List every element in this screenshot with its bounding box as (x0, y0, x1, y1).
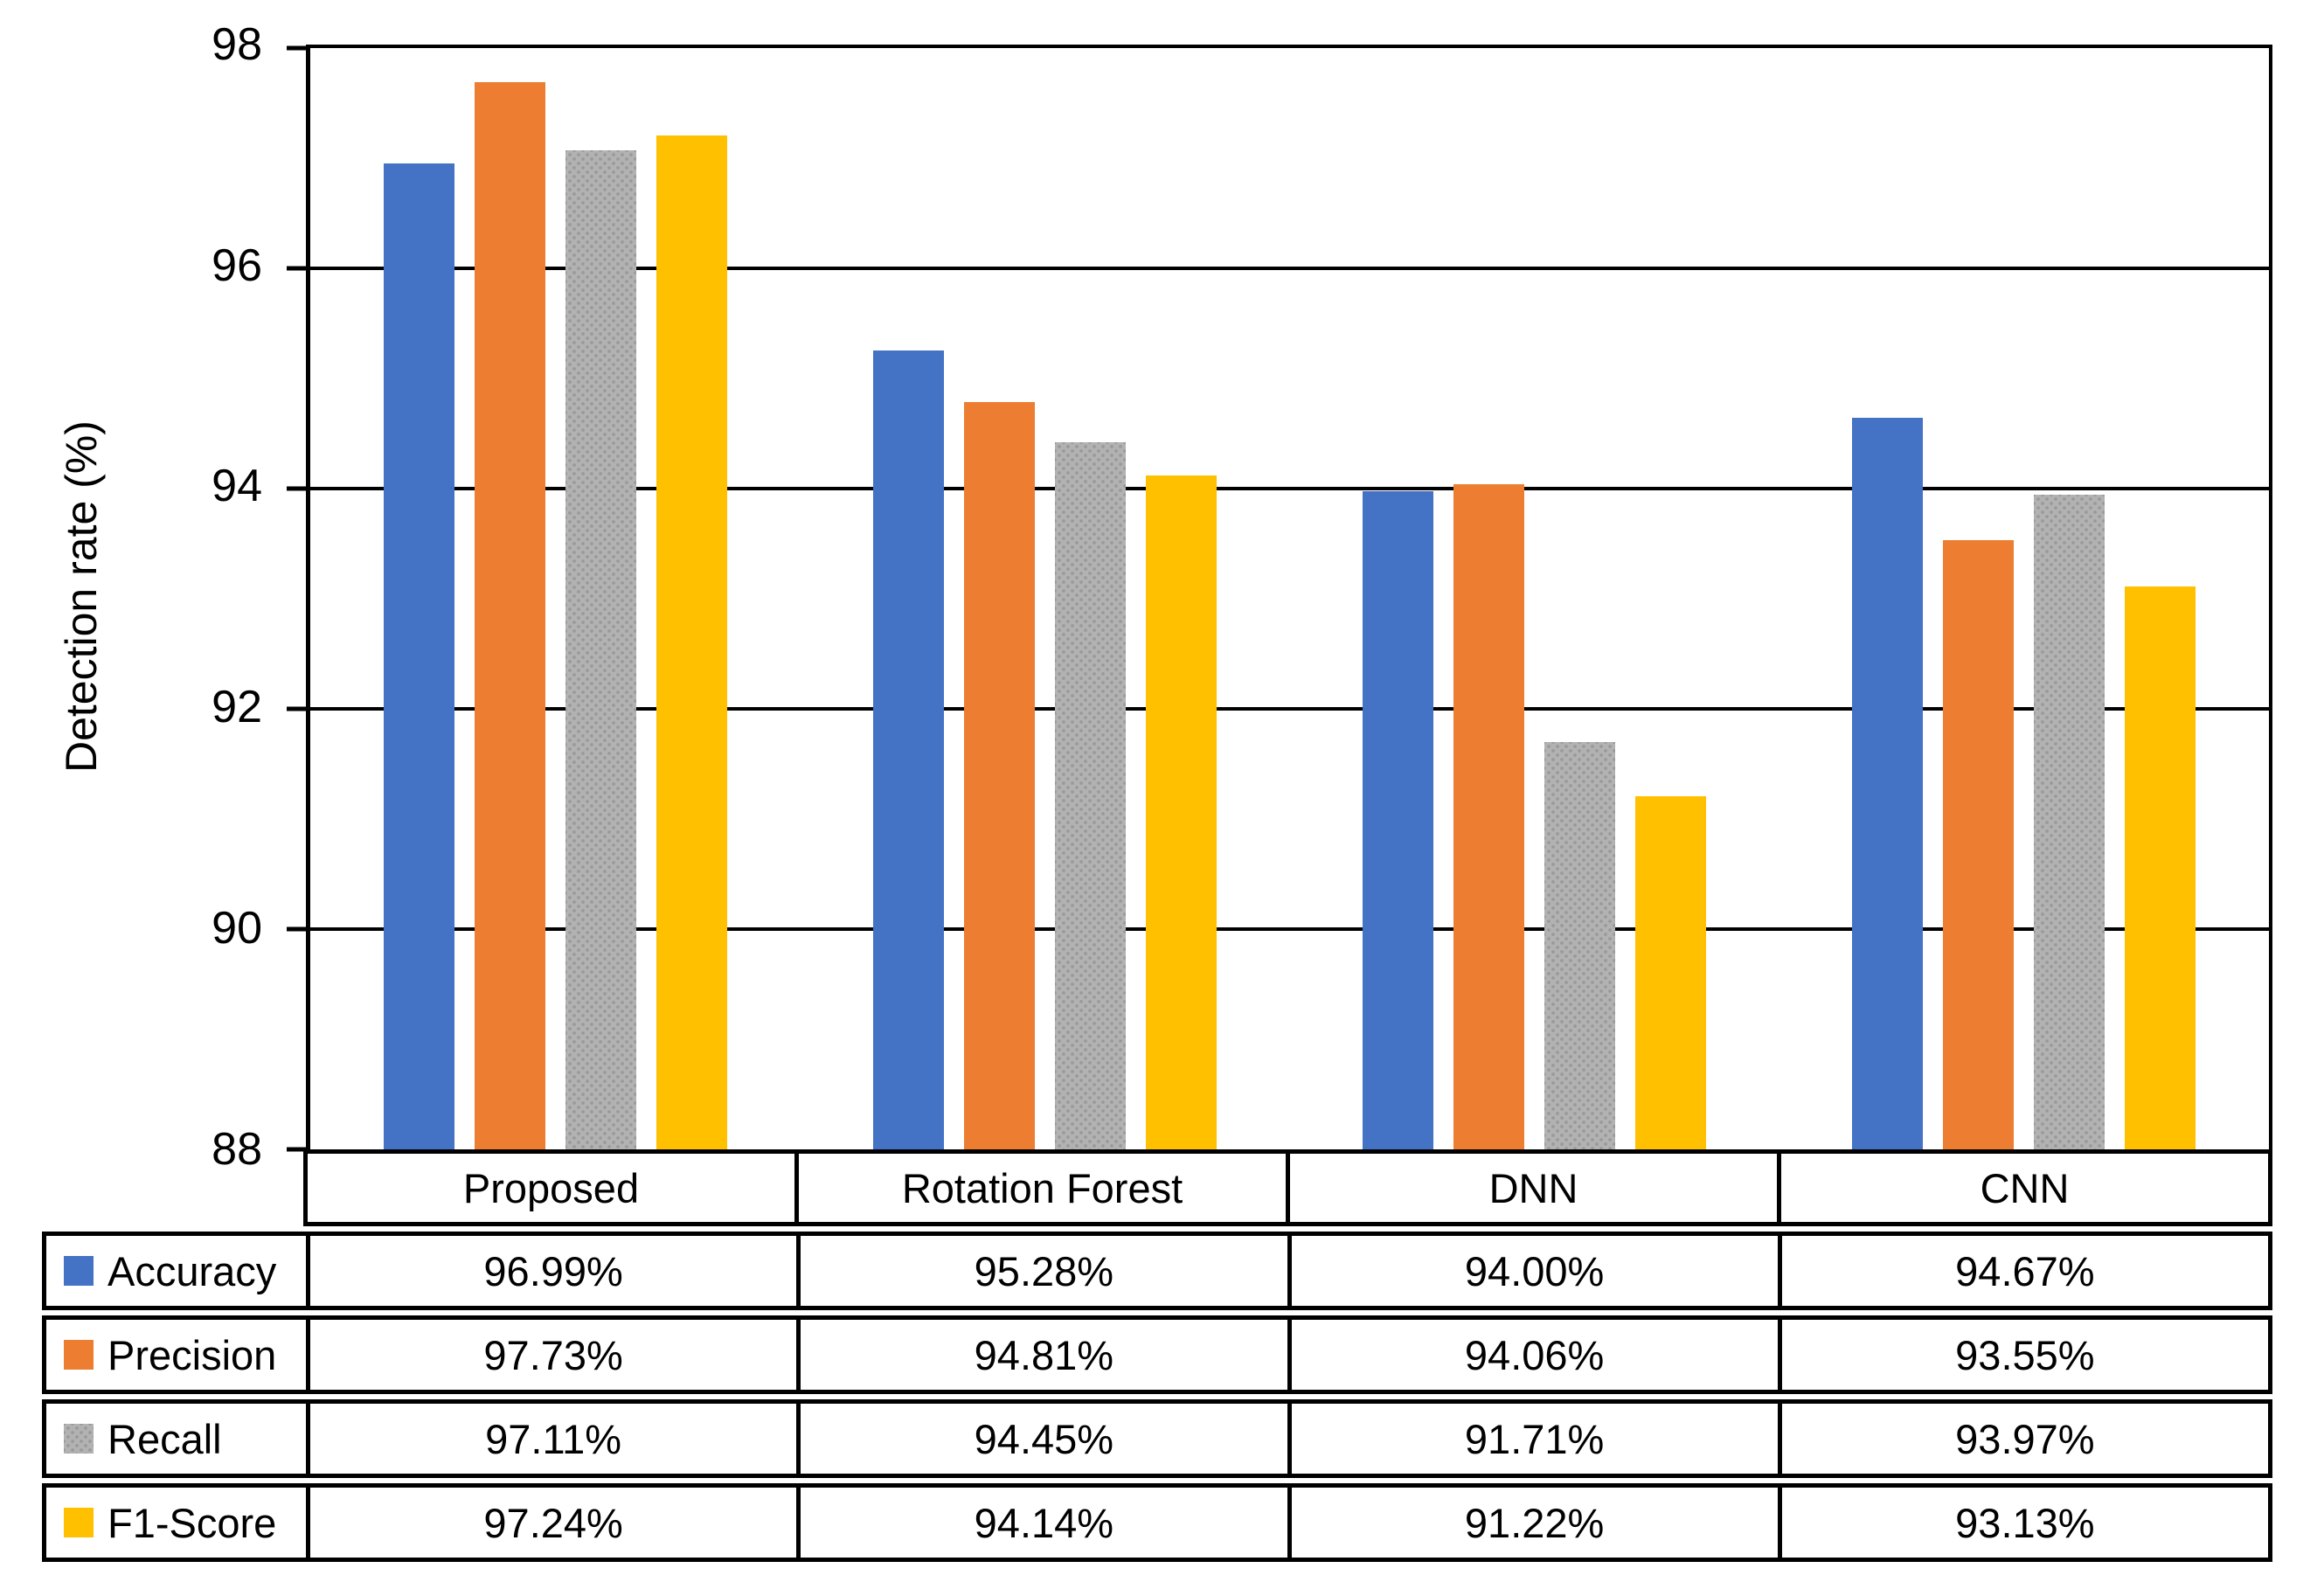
precision-legend-swatch (64, 1340, 94, 1370)
table-value: 93.97% (1777, 1404, 2268, 1474)
legend-cell: Recall (46, 1404, 306, 1474)
table-value: 93.13% (1777, 1488, 2268, 1558)
series-label: Accuracy (108, 1247, 277, 1294)
gridline (310, 707, 2269, 711)
y-tick-label: 94 (212, 461, 262, 511)
table-value: 97.24% (306, 1488, 796, 1558)
bar-rotation-forest-f1-score (1145, 475, 1217, 1149)
bar-cnn-f1-score (2125, 586, 2196, 1149)
table-row: F1-Score 97.24% 94.14% 91.22% 93.13% (42, 1483, 2272, 1562)
table-value: 94.14% (796, 1488, 1287, 1558)
f1-score-legend-swatch (64, 1508, 94, 1537)
gridline (310, 927, 2269, 931)
bar-proposed-recall (565, 150, 636, 1149)
table-value: 94.00% (1287, 1236, 1778, 1306)
bar-dnn-precision (1453, 484, 1525, 1149)
table-value: 94.67% (1777, 1236, 2268, 1306)
plot-area (287, 45, 2272, 1152)
category-header: Rotation Forest (794, 1154, 1286, 1222)
bar-cnn-accuracy (1852, 418, 1924, 1149)
accuracy-legend-swatch (64, 1256, 94, 1286)
table-value: 93.55% (1777, 1320, 2268, 1390)
bar-proposed-precision (474, 82, 545, 1149)
bar-rotation-forest-accuracy (872, 350, 944, 1149)
y-tick-mark (287, 266, 306, 271)
bar-dnn-f1-score (1635, 796, 1707, 1149)
bar-cnn-recall (2034, 495, 2105, 1149)
y-tick-label: 98 (212, 19, 262, 70)
bar-proposed-f1-score (656, 135, 727, 1149)
series-label: Recall (108, 1415, 222, 1462)
table-value: 94.45% (796, 1404, 1287, 1474)
y-tick-mark (287, 486, 306, 491)
bar-dnn-recall (1544, 742, 1616, 1149)
category-header: DNN (1286, 1154, 1777, 1222)
category-header: Proposed (462, 1164, 640, 1211)
table-value: 91.22% (1287, 1488, 1778, 1558)
table-value: 91.71% (1287, 1404, 1778, 1474)
table-row: Accuracy 96.99% 95.28% 94.00% 94.67% (42, 1232, 2272, 1310)
y-tick-label: 88 (212, 1124, 262, 1175)
bar-cnn-precision (1943, 540, 2015, 1149)
bars-layer (310, 48, 2269, 1149)
legend-cell: Accuracy (46, 1236, 306, 1306)
recall-legend-swatch (64, 1424, 94, 1454)
y-tick-label: 96 (212, 240, 262, 291)
bar-proposed-accuracy (383, 163, 454, 1149)
y-axis-title: Detection rate (%) (57, 420, 106, 774)
y-tick-mark (287, 706, 306, 711)
table-value: 96.99% (306, 1236, 796, 1306)
series-label: F1-Score (108, 1499, 277, 1546)
category-header: CNN (1777, 1154, 2268, 1222)
table-row: Precision 97.73% 94.81% 94.06% 93.55% (42, 1315, 2272, 1394)
y-tick-label: 90 (212, 903, 262, 954)
y-tick-mark (287, 926, 306, 932)
table-value: 95.28% (796, 1236, 1287, 1306)
gridline (310, 487, 2269, 490)
y-tick-mark (287, 1147, 306, 1152)
legend-cell: F1-Score (46, 1488, 306, 1558)
bar-dnn-accuracy (1363, 491, 1434, 1149)
table-row: Recall 97.11% 94.45% 91.71% 93.97% (42, 1399, 2272, 1478)
y-tick-label: 92 (212, 682, 262, 732)
series-label: Precision (108, 1331, 277, 1378)
bar-rotation-forest-recall (1054, 442, 1126, 1149)
table-value: 94.06% (1287, 1320, 1778, 1390)
gridline (310, 267, 2269, 270)
category-header-row: Proposed Rotation Forest DNN CNN (303, 1149, 2272, 1226)
y-tick-mark (287, 45, 306, 51)
table-value: 94.81% (796, 1320, 1287, 1390)
table-value: 97.11% (306, 1404, 796, 1474)
legend-cell: Precision (46, 1320, 306, 1390)
bar-rotation-forest-precision (963, 402, 1035, 1149)
table-value: 97.73% (306, 1320, 796, 1390)
